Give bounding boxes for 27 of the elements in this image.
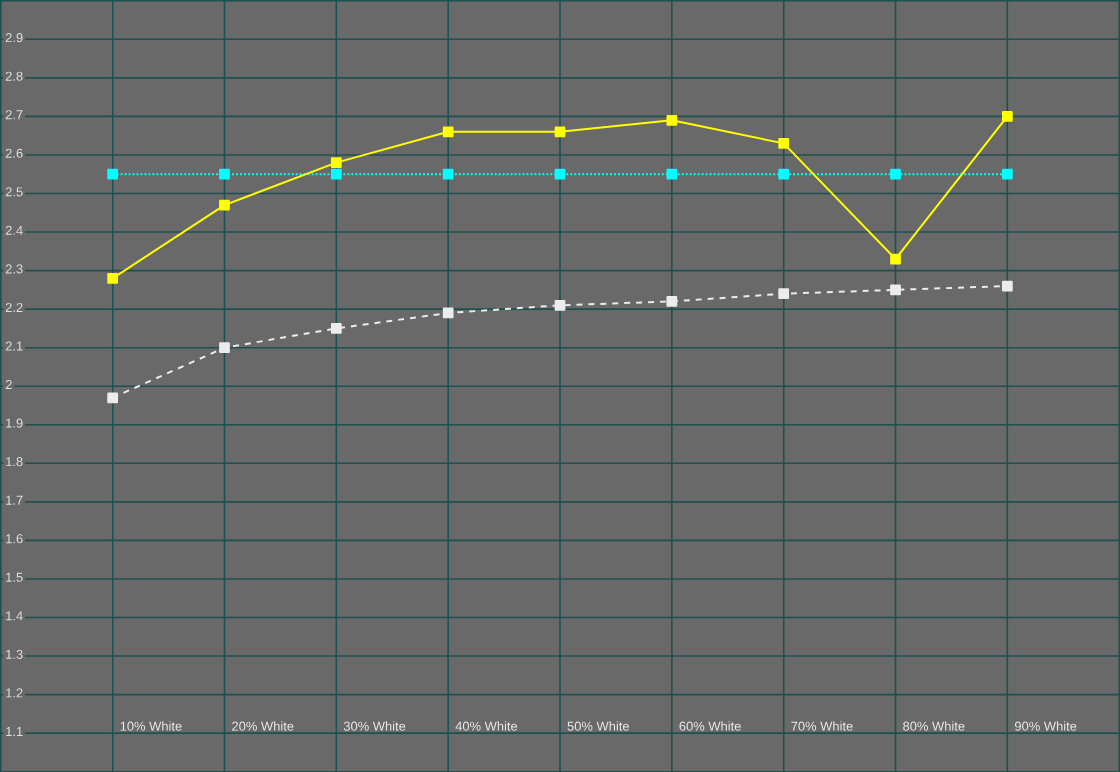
- point: [442, 307, 454, 319]
- point: [554, 299, 566, 311]
- point: [330, 157, 342, 168]
- point: [890, 168, 901, 180]
- point: [1001, 280, 1013, 292]
- point: [554, 126, 566, 137]
- point: [442, 126, 454, 137]
- point: [890, 284, 901, 296]
- point: [219, 199, 230, 211]
- point: [442, 168, 454, 180]
- point: [330, 322, 342, 334]
- point: [666, 168, 678, 180]
- point: [890, 253, 901, 265]
- point: [666, 114, 678, 126]
- point: [219, 168, 230, 180]
- point: [107, 168, 119, 180]
- point: [107, 392, 119, 403]
- point: [1001, 110, 1013, 122]
- point: [330, 168, 342, 180]
- point: [778, 288, 790, 299]
- point: [778, 168, 790, 180]
- point: [666, 295, 678, 307]
- point: [107, 272, 119, 284]
- point: [1001, 168, 1013, 180]
- point: [554, 168, 566, 180]
- point: [778, 137, 790, 149]
- point: [219, 342, 230, 353]
